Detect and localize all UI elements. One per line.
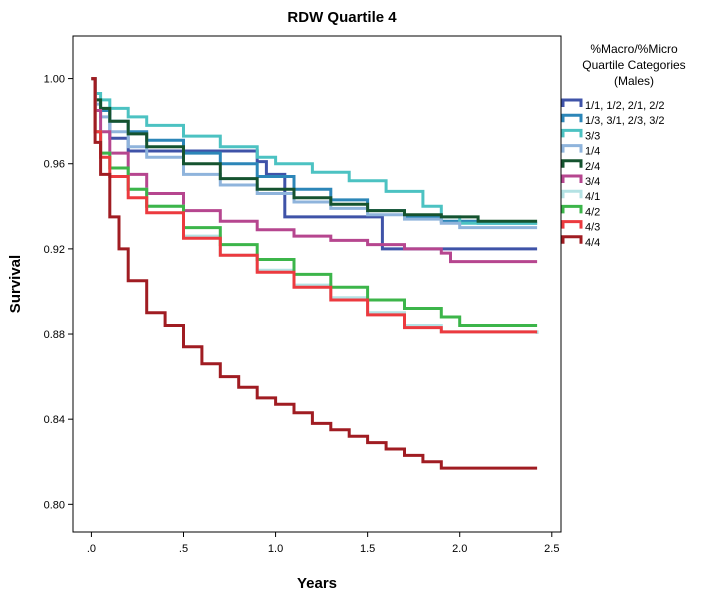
x-tick-label: 1.0 bbox=[268, 543, 283, 555]
y-tick-label: 0.84 bbox=[44, 414, 65, 426]
y-axis: 0.80 0.84 0.88 0.92 0.96 1.00 bbox=[44, 74, 73, 511]
legend-swatch bbox=[561, 144, 583, 153]
legend-title-line-2: Quartile Categories bbox=[582, 58, 685, 72]
legend-label: 4/1 bbox=[585, 191, 600, 203]
series-line-3 bbox=[91, 77, 538, 225]
legend-entry: 3/4 bbox=[561, 174, 600, 188]
legend-entry: 4/2 bbox=[561, 204, 600, 218]
legend-entry: 4/3 bbox=[561, 220, 600, 234]
y-tick-label: 0.92 bbox=[44, 244, 65, 256]
y-tick-label: 0.80 bbox=[44, 499, 65, 511]
series-line-9 bbox=[91, 77, 538, 334]
legend-swatch bbox=[561, 98, 583, 107]
legend-title-line-3: (Males) bbox=[614, 74, 654, 88]
series-line-6 bbox=[91, 77, 538, 264]
x-tick-label: 2.0 bbox=[452, 543, 467, 555]
legend-title-line-1: %Macro/%Micro bbox=[590, 42, 678, 56]
legend-swatch bbox=[561, 128, 583, 138]
legend-entry: 1/3, 3/1, 2/3, 3/2 bbox=[561, 113, 665, 127]
legend-label: 3/3 bbox=[585, 130, 600, 142]
y-tick-label: 0.96 bbox=[44, 159, 65, 171]
legend-entry: 1/1, 1/2, 2/1, 2/2 bbox=[561, 98, 665, 112]
legend-entry: 3/3 bbox=[561, 128, 600, 142]
legend-entry: 2/4 bbox=[561, 159, 600, 173]
series-line-5 bbox=[91, 77, 538, 223]
x-axis: .0 .5 1.0 1.5 2.0 2.5 bbox=[87, 532, 559, 555]
x-tick-label: .5 bbox=[179, 543, 188, 555]
legend-swatch bbox=[561, 220, 583, 229]
series-line-4 bbox=[91, 77, 538, 230]
legend-label: 4/3 bbox=[585, 222, 600, 234]
legend-swatch bbox=[561, 174, 583, 183]
legend-swatch bbox=[561, 189, 583, 199]
y-tick-label: 1.00 bbox=[44, 74, 65, 86]
legend-swatch bbox=[561, 235, 583, 244]
x-axis-label: Years bbox=[297, 575, 337, 592]
legend-label: 1/3, 3/1, 2/3, 3/2 bbox=[585, 115, 665, 127]
legend-label: 4/4 bbox=[585, 237, 600, 249]
legend-swatch bbox=[561, 204, 583, 214]
x-tick-label: .0 bbox=[87, 543, 96, 555]
y-tick-label: 0.88 bbox=[44, 329, 65, 341]
legend: %Macro/%Micro Quartile Categories (Males… bbox=[561, 42, 686, 249]
legend-label: 3/4 bbox=[585, 176, 600, 188]
legend-label: 2/4 bbox=[585, 161, 600, 173]
chart-title: RDW Quartile 4 bbox=[287, 9, 397, 26]
legend-entry: 1/4 bbox=[561, 144, 600, 158]
series-line-8 bbox=[91, 77, 538, 327]
legend-entry: 4/4 bbox=[561, 235, 600, 249]
legend-swatch bbox=[561, 113, 583, 123]
x-tick-label: 2.5 bbox=[544, 543, 559, 555]
legend-swatch bbox=[561, 159, 583, 168]
series-line-2 bbox=[91, 77, 538, 225]
legend-entry: 4/1 bbox=[561, 189, 600, 203]
legend-label: 1/4 bbox=[585, 146, 600, 158]
series-lines bbox=[91, 77, 539, 470]
x-tick-label: 1.5 bbox=[360, 543, 375, 555]
legend-label: 1/1, 1/2, 2/1, 2/2 bbox=[585, 100, 665, 112]
legend-label: 4/2 bbox=[585, 206, 600, 218]
y-axis-label: Survival bbox=[7, 255, 24, 313]
series-line-10 bbox=[91, 77, 538, 470]
